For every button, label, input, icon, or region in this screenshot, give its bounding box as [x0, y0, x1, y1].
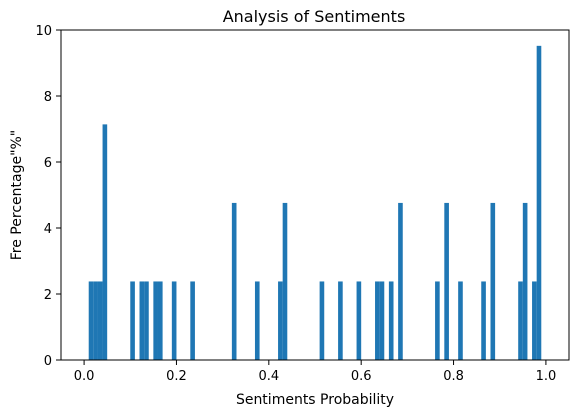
y-tick-label: 4 [44, 222, 52, 237]
histogram-bar [93, 281, 98, 360]
histogram-bar [518, 281, 523, 360]
histogram-bar [278, 281, 283, 360]
y-axis-ticks: 0 2 4 6 8 10 [35, 24, 61, 369]
histogram-bar [490, 202, 496, 360]
x-tick-label: 0.2 [166, 369, 187, 384]
histogram-bar [231, 202, 237, 360]
histogram-bar [153, 281, 158, 360]
histogram-bar [144, 281, 149, 360]
y-tick-label: 10 [35, 24, 52, 39]
y-tick-label: 0 [44, 354, 52, 369]
histogram-bar [130, 281, 135, 360]
histogram-bar [379, 281, 385, 360]
chart-title: Analysis of Sentiments [223, 7, 406, 26]
histogram-bar [157, 281, 163, 360]
histogram-bar [171, 281, 177, 360]
histogram-bar [139, 281, 145, 360]
histogram-bar [481, 281, 486, 360]
histogram-bar [282, 202, 288, 360]
histogram-bar [458, 281, 463, 360]
y-tick-label: 6 [44, 156, 52, 171]
x-tick-label: 0.8 [443, 369, 464, 384]
histogram-bar [338, 281, 343, 360]
histogram-bar [536, 45, 542, 361]
histogram-bar [254, 281, 260, 360]
histogram-bar [532, 281, 537, 360]
x-tick-label: 0.6 [351, 369, 372, 384]
plot-area-frame [60, 29, 570, 361]
y-axis-label: Fre Percentage"%" [9, 130, 25, 260]
histogram-bar [356, 281, 362, 360]
histogram-bar [375, 281, 380, 360]
histogram-bar [97, 281, 103, 360]
histogram-bar [88, 281, 94, 360]
x-tick-label: 0.0 [74, 369, 95, 384]
histogram-bar [435, 281, 440, 360]
histogram-bar [444, 202, 449, 360]
x-tick-label: 0.4 [258, 369, 279, 384]
histogram-bar [190, 281, 195, 360]
x-tick-label: 1.0 [536, 369, 557, 384]
x-axis-ticks: 0.0 0.2 0.4 0.6 0.8 1.0 [74, 360, 557, 384]
x-axis-label: Sentiments Probability [236, 392, 394, 408]
histogram-bar [319, 281, 325, 360]
histogram-bar [522, 202, 528, 360]
histogram-bar [388, 281, 394, 360]
y-tick-label: 2 [44, 288, 52, 303]
y-tick-label: 8 [44, 90, 52, 105]
histogram-bar [102, 124, 108, 360]
bars-group [88, 45, 542, 361]
histogram-bar [398, 202, 403, 360]
